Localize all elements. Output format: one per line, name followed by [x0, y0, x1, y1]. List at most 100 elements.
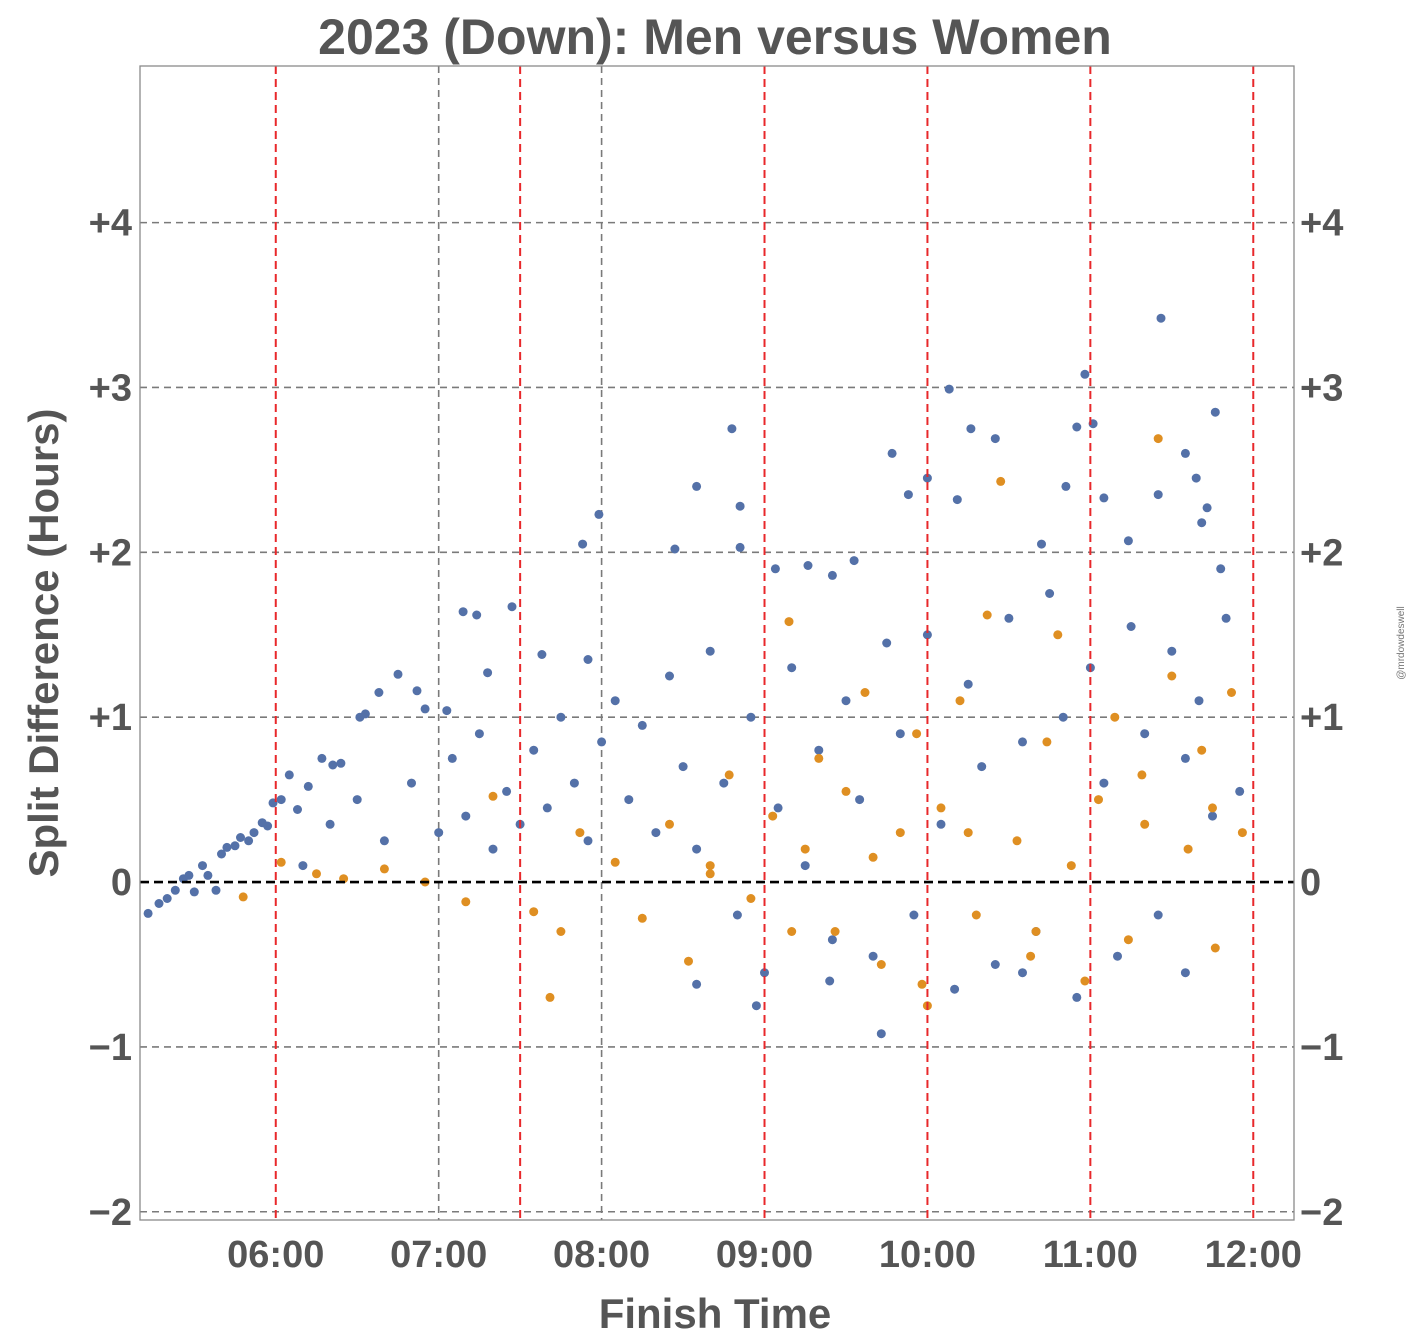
point-series-1: [336, 758, 346, 768]
point-series-1: [1180, 968, 1190, 978]
point-series-1: [1180, 753, 1190, 763]
point-series-1: [1235, 786, 1245, 796]
point-series-2: [238, 892, 248, 902]
point-series-1: [244, 836, 254, 846]
point-series-2: [1110, 712, 1120, 722]
point-series-1: [827, 935, 837, 945]
point-series-2: [963, 828, 973, 838]
point-series-1: [746, 712, 756, 722]
point-series-2: [1031, 927, 1041, 936]
point-series-1: [1167, 646, 1177, 656]
y-axis-label: Split Difference (Hours): [20, 408, 67, 877]
x-tick-label: 06:00: [227, 1234, 324, 1276]
point-series-1: [303, 781, 313, 791]
point-series-2: [830, 927, 840, 936]
point-series-2: [1237, 828, 1247, 838]
point-series-1: [583, 836, 593, 846]
point-series-2: [787, 927, 797, 936]
point-series-1: [461, 811, 471, 821]
point-series-1: [298, 861, 308, 871]
point-series-1: [944, 384, 954, 394]
x-tick-label: 11:00: [1043, 1234, 1138, 1276]
point-series-1: [909, 910, 919, 920]
point-series-1: [1058, 712, 1068, 722]
point-series-1: [903, 490, 913, 500]
point-series-2: [1026, 951, 1036, 961]
point-series-1: [317, 753, 327, 763]
point-series-1: [1156, 313, 1166, 323]
point-series-1: [990, 960, 1000, 969]
point-series-2: [746, 894, 756, 903]
point-series-1: [379, 836, 389, 846]
x-tick-label: 10:00: [879, 1234, 976, 1276]
point-series-1: [977, 762, 987, 772]
point-series-1: [374, 688, 384, 697]
point-series-1: [583, 655, 593, 664]
y-tick-label-right: +1: [1300, 697, 1343, 739]
point-series-1: [814, 745, 824, 755]
point-series-2: [971, 910, 981, 920]
point-series-2: [936, 803, 946, 813]
point-series-1: [963, 679, 973, 689]
point-series-1: [876, 1029, 886, 1039]
point-series-1: [770, 564, 780, 574]
point-series-1: [1061, 481, 1071, 491]
point-series-1: [325, 819, 335, 829]
point-series-2: [800, 844, 810, 854]
tick-labels: 06:00 07:00 08:00 09:00 10:00 11:00 12:00 +4 +4 +…: [89, 203, 1344, 1276]
point-series-1: [352, 795, 362, 805]
point-series-1: [1208, 811, 1217, 821]
point-series-2: [665, 819, 674, 829]
y-tick-label-left: +4: [89, 203, 132, 245]
point-series-1: [542, 803, 552, 813]
x-axis-label: Finish Time: [599, 1290, 832, 1337]
point-series-1: [692, 979, 702, 989]
y-tick-label-left: +1: [89, 697, 132, 739]
point-series-1: [507, 602, 517, 612]
point-series-1: [735, 501, 745, 511]
point-series-1: [825, 976, 835, 986]
point-series-2: [1094, 795, 1103, 805]
point-series-1: [1004, 613, 1014, 623]
point-series-1: [236, 833, 245, 842]
point-series-2: [610, 857, 620, 867]
point-series-2: [1183, 844, 1193, 854]
point-series-1: [488, 844, 498, 854]
point-series-1: [1018, 737, 1027, 747]
point-series-1: [447, 753, 457, 763]
point-series-2: [1167, 671, 1177, 681]
x-tick-label: 09:00: [716, 1234, 813, 1276]
point-series-2: [1012, 836, 1022, 846]
point-series-1: [537, 650, 547, 659]
point-series-1: [787, 663, 797, 673]
point-series-1: [1197, 518, 1207, 528]
point-series-2: [1053, 630, 1063, 640]
point-series-2: [276, 857, 286, 867]
point-series-1: [760, 968, 769, 978]
point-series-1: [1018, 968, 1027, 978]
point-series-2: [876, 960, 886, 969]
point-series-1: [1194, 696, 1204, 706]
point-series-1: [284, 770, 294, 780]
point-series-1: [1153, 910, 1163, 920]
point-series-1: [610, 696, 620, 706]
point-series-1: [189, 887, 199, 897]
point-series-1: [442, 706, 452, 716]
point-series-1: [502, 786, 512, 796]
point-series-1: [1221, 613, 1231, 623]
y-tick-label-left: −1: [89, 1027, 132, 1069]
point-series-1: [732, 910, 742, 920]
point-series-1: [990, 434, 1000, 444]
point-series-2: [705, 869, 715, 879]
y-tick-label-left: +3: [89, 367, 132, 409]
point-series-1: [293, 805, 302, 814]
point-series-2: [1210, 943, 1220, 953]
point-series-2: [1066, 861, 1076, 871]
point-series-2: [1137, 770, 1147, 780]
point-series-1: [637, 720, 647, 730]
point-series-1: [705, 646, 715, 656]
grid: [140, 66, 1294, 1220]
point-series-2: [1042, 737, 1052, 747]
point-series-1: [849, 556, 859, 566]
point-series-1: [773, 803, 783, 813]
